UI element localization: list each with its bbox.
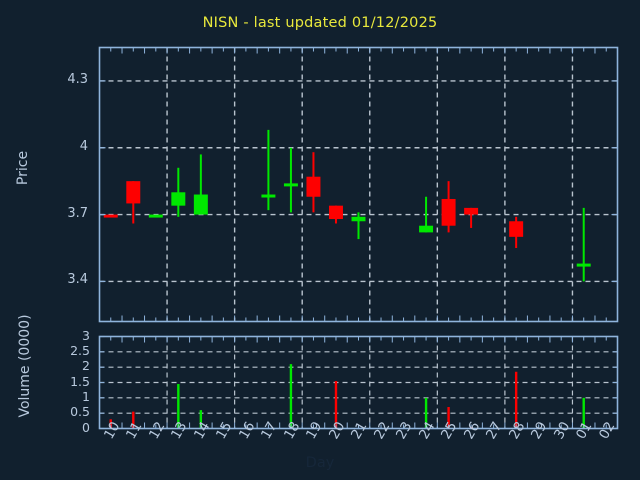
volume-tick-label: 1.5 xyxy=(70,373,90,389)
candle-body xyxy=(306,176,321,197)
price-tick-label: 4 xyxy=(79,138,88,154)
day-axis-title: Day xyxy=(305,455,335,471)
volume-tick-label: 0 xyxy=(82,419,90,435)
price-tick-label: 3.4 xyxy=(67,272,88,288)
candle-body xyxy=(193,194,208,215)
volume-tick-label: 1 xyxy=(82,388,90,404)
chart-title: NISN - last updated 01/12/2025 xyxy=(202,15,438,31)
candle-body xyxy=(351,216,366,222)
candle-body xyxy=(126,181,141,204)
candle-body xyxy=(103,214,118,218)
candle-body xyxy=(283,183,298,187)
candle-body xyxy=(171,192,186,206)
price-panel-frame xyxy=(98,46,619,323)
price-tick-label: 3.7 xyxy=(67,205,88,221)
volume-tick-label: 3 xyxy=(82,327,90,343)
price-tick-label: 4.3 xyxy=(67,71,88,87)
candle-body xyxy=(576,263,591,267)
candle-body xyxy=(261,194,276,198)
candle-body xyxy=(419,225,434,233)
candle-body xyxy=(148,214,163,218)
candle-body xyxy=(509,221,524,237)
candle-body xyxy=(328,205,343,220)
candle-body xyxy=(464,207,479,215)
volume-tick-label: 2 xyxy=(82,358,90,374)
candle-body xyxy=(441,198,456,226)
volume-tick-label: 2.5 xyxy=(70,342,90,358)
volume-tick-label: 0.5 xyxy=(70,404,90,420)
